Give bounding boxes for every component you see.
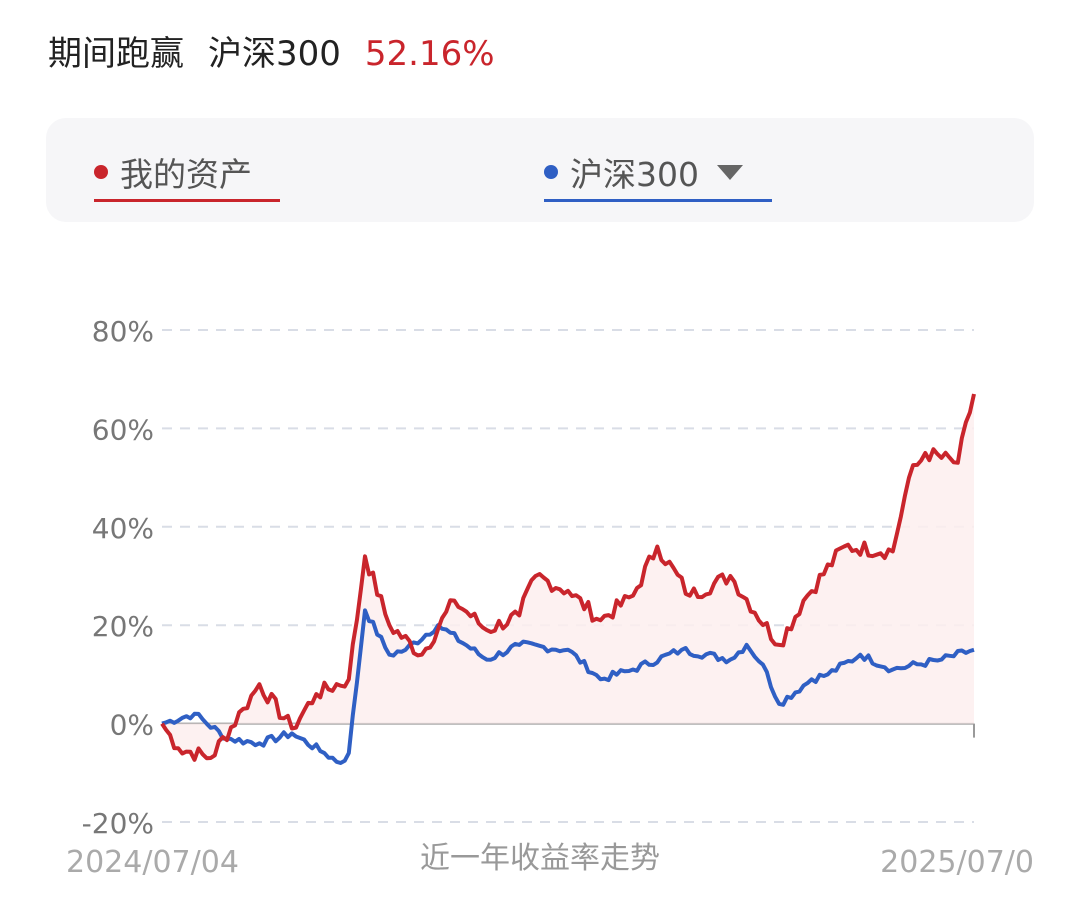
legend-mine-underline <box>94 199 280 202</box>
legend-item-benchmark-dropdown[interactable]: 沪深300 <box>544 144 772 202</box>
x-end-label: 2025/07/0 <box>880 845 1034 880</box>
y-tick-label: 60% <box>92 413 154 446</box>
legend-benchmark-label: 沪深300 <box>570 155 699 194</box>
red-dot-icon <box>94 165 108 179</box>
header-label: 期间跑赢 <box>48 34 184 74</box>
y-tick-label: 20% <box>92 610 154 643</box>
mine-series-line <box>160 393 976 762</box>
x-start-label: 2024/07/04 <box>66 845 239 880</box>
chart-subtitle: 近一年收益率走势 <box>420 841 660 876</box>
blue-dot-icon <box>544 165 558 179</box>
mine-area-fill <box>162 394 974 760</box>
header-outperform-value: 52.16% <box>364 34 495 74</box>
legend-benchmark-underline <box>544 199 772 202</box>
y-tick-label: -20% <box>82 807 154 840</box>
y-tick-label: 0% <box>110 709 154 742</box>
caret-down-icon[interactable] <box>717 164 743 180</box>
header-benchmark: 沪深300 <box>208 34 341 74</box>
header: 期间跑赢 沪深300 52.16% <box>48 26 495 75</box>
legend-bar: 我的资产 沪深300 <box>46 118 1034 222</box>
legend-mine-label: 我的资产 <box>120 155 252 194</box>
y-tick-label: 40% <box>92 512 154 545</box>
y-tick-label: 80% <box>92 315 154 348</box>
legend-item-mine[interactable]: 我的资产 <box>94 144 280 202</box>
benchmark-series-line <box>161 608 975 765</box>
